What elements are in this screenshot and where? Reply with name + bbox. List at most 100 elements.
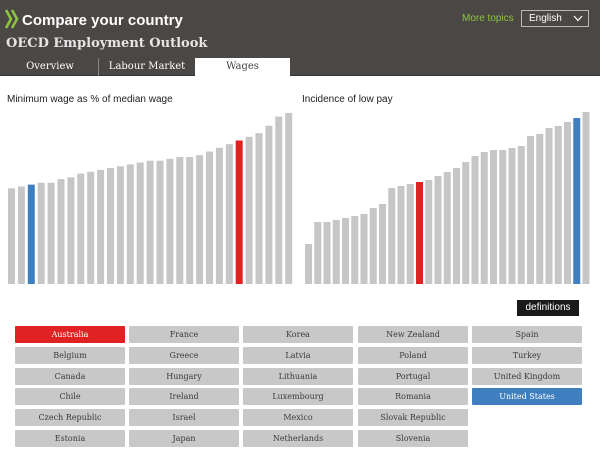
country-button[interactable]: Greece (129, 347, 239, 364)
chart-bar[interactable] (265, 125, 273, 284)
chart-bar[interactable] (323, 222, 331, 284)
country-button[interactable]: Estonia (15, 430, 125, 447)
chart-bar[interactable] (517, 146, 525, 284)
chart-bar[interactable] (332, 220, 340, 284)
country-button[interactable]: Turkey (472, 347, 582, 364)
chart-bar[interactable] (471, 156, 479, 284)
country-button[interactable]: Netherlands (243, 430, 353, 447)
chart-bar[interactable] (235, 140, 243, 284)
country-button[interactable]: United States (472, 388, 582, 405)
chart-bar[interactable] (416, 182, 423, 284)
chart-bar[interactable] (536, 134, 544, 284)
header-bar: Compare your country More topics English… (0, 0, 600, 76)
country-button[interactable]: Hungary (129, 368, 239, 385)
chart-bar[interactable] (67, 177, 75, 284)
chart-bar[interactable] (57, 179, 65, 284)
chart-bar[interactable] (97, 169, 105, 284)
country-button[interactable]: Chile (15, 388, 125, 405)
country-button[interactable]: Poland (358, 347, 468, 364)
chart-bar[interactable] (8, 188, 15, 284)
chart-bar[interactable] (196, 155, 204, 284)
chart-bar[interactable] (225, 144, 233, 284)
chart-bar[interactable] (186, 157, 194, 284)
app-title: Compare your country (22, 12, 183, 29)
country-button[interactable]: Luxembourg (243, 388, 353, 405)
minimum-wage-chart[interactable] (0, 111, 300, 284)
chart-bar[interactable] (146, 160, 154, 284)
country-button[interactable]: Lithuania (243, 368, 353, 385)
chart-bar[interactable] (156, 160, 164, 284)
country-button[interactable]: Slovak Republic (358, 409, 468, 426)
country-button[interactable]: Slovenia (358, 430, 468, 447)
chart-bar[interactable] (342, 218, 349, 284)
country-button[interactable]: Romania (358, 388, 468, 405)
chart-bar[interactable] (388, 188, 396, 284)
chart-bar[interactable] (47, 182, 55, 284)
chart-bar[interactable] (545, 128, 553, 284)
chart-bar[interactable] (285, 112, 293, 284)
country-button[interactable]: New Zealand (358, 326, 468, 343)
chart-bar[interactable] (27, 184, 35, 284)
chart-bar[interactable] (314, 222, 322, 284)
chart-bar[interactable] (443, 172, 451, 284)
country-button[interactable]: Ireland (129, 388, 239, 405)
tab-overview[interactable]: Overview (26, 61, 74, 72)
country-button[interactable]: Canada (15, 368, 125, 385)
chart-bar[interactable] (17, 186, 25, 284)
country-button[interactable]: Japan (129, 430, 239, 447)
country-button[interactable]: Czech Republic (15, 409, 125, 426)
chart-bar[interactable] (275, 116, 283, 284)
chart-bar[interactable] (369, 208, 377, 284)
chart-bar[interactable] (480, 152, 488, 284)
chart-bar[interactable] (245, 136, 253, 284)
chart-bar[interactable] (215, 147, 223, 284)
chart-bar[interactable] (554, 126, 562, 284)
chart-bar[interactable] (397, 186, 405, 284)
chart-bar[interactable] (351, 216, 359, 284)
chart-bar[interactable] (379, 204, 386, 284)
low-pay-chart[interactable] (296, 111, 596, 284)
chart-bar[interactable] (527, 136, 534, 284)
chart-bar[interactable] (305, 244, 312, 284)
chart-bar[interactable] (406, 184, 414, 284)
language-select[interactable]: English (521, 10, 589, 27)
country-button[interactable]: Mexico (243, 409, 353, 426)
chart-bar[interactable] (564, 122, 571, 284)
chart-bar[interactable] (360, 214, 368, 284)
chart-bar[interactable] (166, 158, 174, 284)
chart-bar[interactable] (136, 162, 144, 284)
chart-bar[interactable] (490, 150, 497, 284)
chart-bar[interactable] (499, 150, 507, 284)
country-button[interactable]: Belgium (15, 347, 125, 364)
more-topics-link[interactable]: More topics (462, 13, 514, 24)
country-button[interactable]: Israel (129, 409, 239, 426)
chart-bar[interactable] (87, 171, 95, 284)
chart-bar[interactable] (107, 168, 114, 284)
chevron-down-icon (573, 15, 583, 22)
country-button[interactable]: United Kingdom (472, 368, 582, 385)
country-button[interactable]: France (129, 326, 239, 343)
chart-bar[interactable] (582, 112, 590, 284)
tab-labour-market[interactable]: Labour Market (98, 58, 195, 76)
chart-bar[interactable] (116, 166, 124, 284)
chart-bar[interactable] (573, 118, 581, 284)
tab-wages[interactable]: Wages (195, 58, 290, 76)
chart-bar[interactable] (126, 164, 134, 284)
country-button[interactable]: Korea (243, 326, 353, 343)
chart-bar[interactable] (425, 180, 433, 284)
chart-bar[interactable] (206, 151, 213, 284)
chart-title-minimum-wage: Minimum wage as % of median wage (7, 94, 173, 105)
chart-bar[interactable] (453, 168, 460, 284)
chart-bar[interactable] (434, 176, 442, 284)
chart-bar[interactable] (176, 157, 184, 284)
chart-bar[interactable] (508, 148, 516, 284)
country-button[interactable]: Portugal (358, 368, 468, 385)
chart-bar[interactable] (37, 182, 45, 284)
country-button[interactable]: Australia (15, 326, 125, 343)
chart-bar[interactable] (462, 162, 470, 284)
country-button[interactable]: Spain (472, 326, 582, 343)
chart-bar[interactable] (77, 173, 85, 284)
chart-bar[interactable] (255, 133, 263, 284)
definitions-button[interactable]: definitions (517, 300, 579, 316)
country-button[interactable]: Latvia (243, 347, 353, 364)
